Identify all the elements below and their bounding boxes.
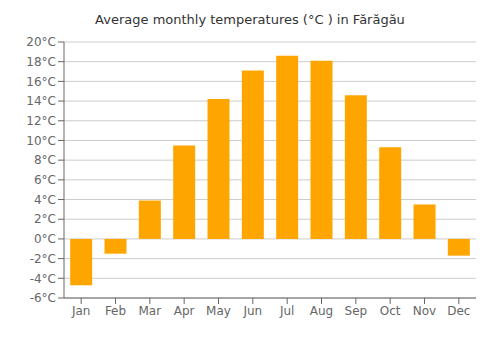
svg-text:Sep: Sep [345, 304, 368, 318]
svg-text:-6°C: -6°C [30, 291, 56, 305]
svg-text:Oct: Oct [380, 304, 401, 318]
svg-text:4°C: 4°C [34, 193, 56, 207]
svg-text:Jun: Jun [242, 304, 262, 318]
svg-text:12°C: 12°C [26, 114, 56, 128]
svg-text:Feb: Feb [105, 304, 126, 318]
svg-text:8°C: 8°C [34, 153, 56, 167]
svg-text:10°C: 10°C [26, 134, 56, 148]
svg-text:Jan: Jan [71, 304, 91, 318]
svg-text:Dec: Dec [447, 304, 470, 318]
svg-text:Jul: Jul [279, 304, 294, 318]
svg-text:16°C: 16°C [26, 75, 56, 89]
svg-text:2°C: 2°C [34, 212, 56, 226]
svg-text:6°C: 6°C [34, 173, 56, 187]
svg-text:18°C: 18°C [26, 55, 56, 69]
svg-text:-4°C: -4°C [30, 272, 56, 286]
html-text:Average monthly temperatures (: Average monthly temperatures (°C ) in Fă… [95, 12, 405, 27]
svg-text:Mar: Mar [139, 304, 162, 318]
svg-text:-2°C: -2°C [30, 252, 56, 266]
svg-text:14°C: 14°C [26, 94, 56, 108]
svg-text:20°C: 20°C [26, 35, 56, 49]
svg-text:Nov: Nov [413, 304, 436, 318]
svg-text:Aug: Aug [310, 304, 333, 318]
svg-text:Apr: Apr [174, 304, 195, 318]
svg-text:May: May [206, 304, 231, 318]
svg-text:0°C: 0°C [34, 232, 56, 246]
